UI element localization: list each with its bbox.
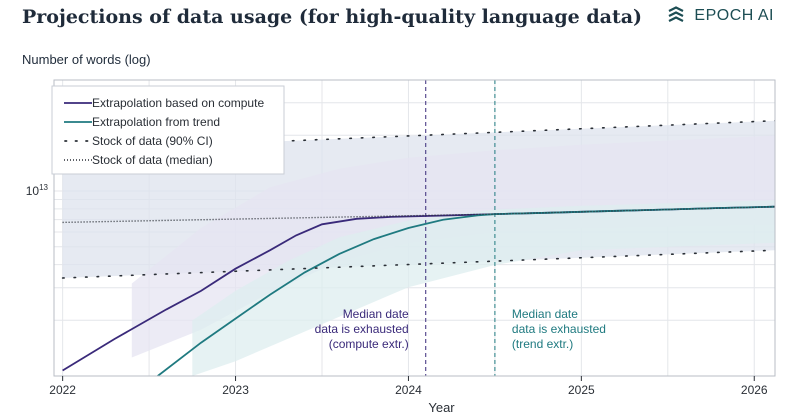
brand-logo: EPOCH AI [666, 6, 774, 26]
legend-label-trend: Extrapolation from trend [92, 115, 220, 129]
series-line-stock-median [62, 206, 775, 224]
annotation-compute: data is exhausted [315, 322, 409, 336]
brand-name: EPOCH AI [694, 7, 774, 24]
legend-label-stock_ci: Stock of data (90% CI) [92, 134, 213, 148]
epoch-logo-icon [668, 6, 684, 22]
annotation-trend: data is exhausted [512, 322, 606, 336]
x-tick-label: 2022 [49, 383, 76, 397]
y-tick-label: 1013 [26, 183, 49, 198]
x-tick-label: 2023 [222, 383, 249, 397]
legend-box [51, 85, 285, 175]
annotation-trend: (trend extr.) [512, 337, 573, 351]
x-tick-label: 2025 [568, 383, 595, 397]
annotation-compute: (compute extr.) [329, 337, 409, 351]
annotation-compute: Median date [343, 307, 409, 321]
legend-label-stock_median: Stock of data (median) [92, 153, 213, 167]
x-tick-label: 2026 [741, 383, 768, 397]
x-tick-label: 2024 [395, 383, 422, 397]
plot-frame [53, 79, 776, 377]
legend-label-compute: Extrapolation based on compute [92, 96, 264, 110]
band-compute_ci [131, 135, 775, 358]
series-line-stock-ci [61, 249, 775, 279]
y-axis-label: Number of words (log) [22, 52, 151, 67]
band-trend_ci [192, 200, 775, 376]
page-title: Projections of data usage (for high-qual… [22, 6, 643, 28]
legend: Extrapolation based on compute Extrapolat… [51, 85, 285, 175]
series-line-stock-ci [61, 119, 775, 152]
annotation-trend: Median date [512, 307, 578, 321]
x-axis-title: Year [428, 400, 455, 415]
